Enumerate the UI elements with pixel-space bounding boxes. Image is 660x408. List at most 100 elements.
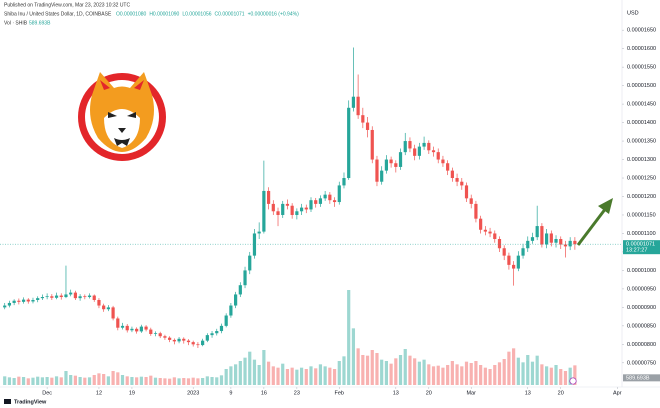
candle-body (370, 129, 374, 160)
volume-bar (205, 376, 209, 385)
candle-body (69, 292, 73, 295)
candle-body (337, 185, 341, 203)
y-tick-label: 0.00001000 (627, 268, 656, 274)
volume-bar (31, 377, 35, 385)
volume-bar (40, 377, 45, 385)
candle-body (78, 296, 82, 299)
candle-body (186, 340, 191, 343)
y-tick-label: 0.00001500 (627, 83, 656, 89)
candle-body (549, 233, 553, 243)
candle-body (224, 315, 228, 326)
volume-bar (36, 376, 40, 385)
logo (78, 72, 166, 161)
candle-body (102, 305, 106, 310)
candle-body (389, 159, 393, 164)
candle-body (125, 325, 129, 331)
countdown: 13:27:27 (626, 248, 647, 254)
volume-bar (196, 378, 200, 385)
candle-body (163, 336, 167, 338)
candle-body (309, 200, 313, 210)
candle-body (365, 122, 370, 130)
candle-body (281, 203, 285, 215)
volume-bar (266, 361, 271, 385)
candle-body (464, 185, 469, 199)
volume-bar (559, 369, 563, 385)
volume-bar (328, 367, 332, 385)
volume-bar (130, 377, 134, 385)
candle-body (422, 142, 426, 147)
candle-body (375, 159, 379, 182)
candle-body (446, 163, 450, 171)
volume-bar (512, 348, 516, 385)
volume-badge-label: 589.693B (626, 375, 650, 381)
candle-body (106, 307, 110, 310)
volume-badge (623, 374, 660, 382)
candle-body (530, 237, 535, 241)
volume-bar (436, 365, 440, 385)
price-badge (623, 240, 660, 255)
symbol: Shiba Inu / United States Dollar, 1D, CO… (4, 11, 112, 17)
volume-bar (356, 348, 360, 385)
candle-body (554, 239, 558, 243)
volume-bar (257, 365, 261, 385)
volume-bar (516, 357, 520, 385)
ohlc-label: +0.00000016 (+0.94%) (248, 11, 299, 17)
x-tick-label: 12 (96, 390, 102, 396)
candle-body (172, 339, 176, 342)
volume-bar (144, 377, 148, 385)
volume-bar (314, 368, 318, 385)
volume-bar (219, 375, 224, 385)
candle-body (7, 302, 12, 306)
candle-body (196, 344, 200, 346)
candle-body (502, 248, 506, 256)
ohlc-label: O0.00001080 (116, 11, 147, 17)
candle-body (12, 300, 16, 303)
event-marker[interactable] (569, 377, 577, 385)
volume-bar (64, 371, 68, 385)
candle-body (111, 307, 115, 319)
candle-body (455, 178, 459, 182)
volume-bar (7, 377, 12, 385)
ohlc-label: L0.00001056 (182, 11, 211, 17)
volume-bar (262, 350, 266, 385)
volume-bar (460, 366, 464, 385)
candle-body (403, 141, 407, 153)
x-tick-label: Feb (335, 390, 344, 396)
volume-bar (210, 377, 214, 385)
volume-bar (111, 371, 115, 385)
candle-body (215, 331, 219, 334)
x-tick-label: 13 (393, 390, 399, 396)
y-tick-label: 0.00001300 (627, 157, 656, 163)
candle-body (361, 115, 365, 123)
candle-body (318, 198, 323, 204)
candle-body (182, 338, 186, 341)
y-tick-label: 0.00001650 (627, 28, 656, 34)
candle-body (347, 107, 351, 179)
volume-bar (483, 367, 487, 385)
volume-bar (73, 375, 77, 385)
candle-body (73, 292, 77, 299)
candle-body (356, 96, 360, 116)
candle-body (314, 200, 318, 204)
volume-bar (295, 369, 299, 385)
y-tick-label: 0.00001200 (627, 194, 656, 200)
volume-bar (370, 350, 374, 385)
candle-body (153, 333, 158, 334)
volume-bar (102, 374, 106, 385)
volume-bar (271, 366, 275, 385)
volume-bar (408, 355, 412, 385)
x-tick-label: Apr (613, 390, 622, 396)
candle-body (507, 255, 511, 265)
volume-bar (177, 378, 181, 385)
volume-bar (507, 351, 511, 385)
volume-bar (125, 376, 129, 385)
volume-bar (384, 361, 388, 385)
volume-bar (153, 377, 158, 385)
volume-bar (54, 376, 59, 385)
ohlc-label: H0.00001090 (149, 11, 179, 17)
volume-bar (158, 378, 162, 385)
candle-body (559, 239, 563, 245)
candle-body (380, 170, 384, 182)
volume-bar (394, 358, 398, 385)
volume-bar (563, 371, 568, 385)
